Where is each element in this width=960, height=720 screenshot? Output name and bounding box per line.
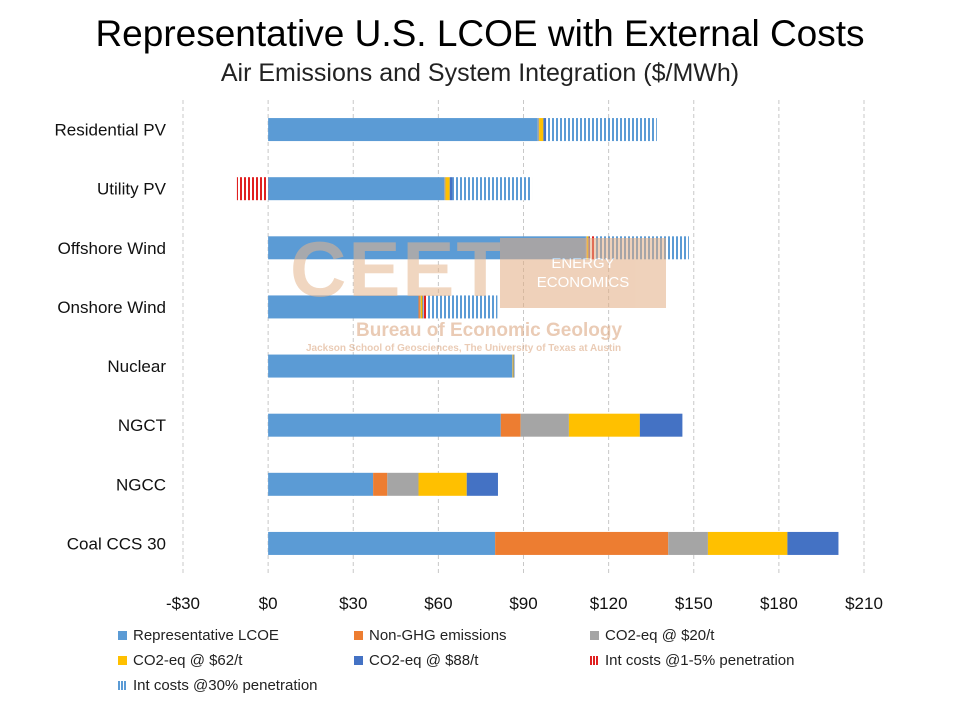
bar-utility-pv-co2-eq-20-t <box>444 177 446 201</box>
bar-ngcc-co2-eq-62-t <box>418 472 467 496</box>
legend-item-int-costs-1-5-penetration: Int costs @1-5% penetration <box>590 651 850 669</box>
bar-onshore-wind-non-ghg-emissions <box>418 295 420 319</box>
x-tick-label: $150 <box>675 594 713 613</box>
bar-onshore-wind-co2-eq-88-t <box>422 295 424 319</box>
bar-ngcc-representative-lcoe <box>268 472 374 496</box>
x-tick-label: $0 <box>259 594 278 613</box>
bar-coal-ccs-30-co2-eq-88-t <box>787 531 839 555</box>
bar-nuclear-representative-lcoe <box>268 354 513 378</box>
bar-residential-pv-int-costs-30-penetration <box>546 118 657 142</box>
legend-item-co2-eq-20-t: CO2-eq @ $20/t <box>590 626 850 644</box>
bar-utility-pv-int-costs-1-5-penetration <box>236 177 269 201</box>
category-label-residential-pv: Residential PV <box>54 121 166 140</box>
bar-offshore-wind-representative-lcoe <box>268 236 586 260</box>
legend-label: CO2-eq @ $20/t <box>605 626 715 644</box>
bar-ngct-representative-lcoe <box>268 413 501 437</box>
x-tick-label: $210 <box>845 594 883 613</box>
category-label-ngcc: NGCC <box>116 475 166 494</box>
bar-ngct-co2-eq-88-t <box>639 413 683 437</box>
legend-swatch <box>118 630 127 640</box>
legend-label: Representative LCOE <box>133 626 279 644</box>
bar-onshore-wind-co2-eq-20-t <box>419 295 421 319</box>
category-label-onshore-wind: Onshore Wind <box>57 298 166 317</box>
bar-offshore-wind-co2-eq-88-t <box>588 236 590 260</box>
category-label-coal-ccs-30: Coal CCS 30 <box>67 534 166 553</box>
x-tick-label: $60 <box>424 594 452 613</box>
legend-item-co2-eq-62-t: CO2-eq @ $62/t <box>118 651 354 669</box>
x-tick-label: $120 <box>590 594 628 613</box>
chart-plot: -$30 $0 $30 $60 $90 $120 $150 $180 $210 Residenti… <box>54 100 883 613</box>
legend-item-co2-eq-88-t: CO2-eq @ $88/t <box>354 651 590 669</box>
legend-item-representative-lcoe: Representative LCOE <box>118 626 354 644</box>
bar-offshore-wind-co2-eq-20-t <box>585 236 587 260</box>
legend-swatch <box>354 655 363 665</box>
bar-coal-ccs-30-non-ghg-emissions <box>495 531 669 555</box>
bar-nuclear-co2-eq-88-t <box>513 354 515 378</box>
bar-coal-ccs-30-co2-eq-20-t <box>668 531 708 555</box>
x-tick-label: -$30 <box>166 594 200 613</box>
category-label-offshore-wind: Offshore Wind <box>58 239 166 258</box>
bar-nuclear-co2-eq-20-t <box>512 354 513 378</box>
bar-residential-pv-co2-eq-88-t <box>543 118 547 142</box>
legend-label: Non-GHG emissions <box>369 626 507 644</box>
x-tick-label: $180 <box>760 594 798 613</box>
bar-utility-pv-co2-eq-88-t <box>449 177 453 201</box>
bar-ngcc-non-ghg-emissions <box>373 472 388 496</box>
legend-swatch <box>118 655 127 665</box>
legend-swatch <box>590 655 599 665</box>
bar-utility-pv-int-costs-30-penetration <box>452 177 533 201</box>
bar-utility-pv-representative-lcoe <box>268 177 445 201</box>
x-tick-label: $30 <box>339 594 367 613</box>
bar-onshore-wind-int-costs-1-5-penetration <box>423 295 427 319</box>
legend-swatch <box>118 680 127 690</box>
bar-residential-pv-co2-eq-62-t <box>539 118 544 142</box>
bar-utility-pv-co2-eq-62-t <box>445 177 450 201</box>
bar-offshore-wind-co2-eq-62-t <box>586 236 589 260</box>
category-label-utility-pv: Utility PV <box>97 180 167 199</box>
bar-onshore-wind-representative-lcoe <box>268 295 419 319</box>
bar-ngct-co2-eq-20-t <box>520 413 569 437</box>
bar-offshore-wind-int-costs-30-penetration <box>595 236 689 260</box>
legend-swatch <box>590 630 599 640</box>
legend-label: CO2-eq @ $62/t <box>133 651 243 669</box>
category-label-nuclear: Nuclear <box>107 357 166 376</box>
bar-onshore-wind-co2-eq-62-t <box>420 295 423 319</box>
bar-residential-pv-representative-lcoe <box>268 118 538 142</box>
legend-swatch <box>354 630 363 640</box>
bar-onshore-wind-int-costs-30-penetration <box>426 295 498 319</box>
chart-subtitle: Air Emissions and System Integration ($/… <box>220 59 740 87</box>
bar-ngct-co2-eq-62-t <box>568 413 640 437</box>
legend-item-int-costs-30-penetration: Int costs @30% penetration <box>118 676 354 694</box>
legend-label: Int costs @30% penetration <box>133 676 318 694</box>
bar-nuclear-co2-eq-62-t <box>512 354 514 378</box>
legend-item-non-ghg-emissions: Non-GHG emissions <box>354 626 590 644</box>
category-label-ngct: NGCT <box>118 416 166 435</box>
chart-legend: Representative LCOE Non-GHG emissions CO2-… <box>118 626 898 694</box>
bar-ngcc-co2-eq-88-t <box>466 472 498 496</box>
bar-ngcc-co2-eq-20-t <box>387 472 419 496</box>
legend-label: CO2-eq @ $88/t <box>369 651 479 669</box>
bar-coal-ccs-30-representative-lcoe <box>268 531 496 555</box>
legend-label: Int costs @1-5% penetration <box>605 651 795 669</box>
x-tick-label: $90 <box>509 594 537 613</box>
bar-offshore-wind-int-costs-1-5-penetration <box>589 236 596 260</box>
bar-residential-pv-co2-eq-20-t <box>537 118 540 142</box>
bar-ngct-non-ghg-emissions <box>500 413 521 437</box>
chart-title: Representative U.S. LCOE with External C… <box>95 13 865 54</box>
bar-coal-ccs-30-co2-eq-62-t <box>707 531 788 555</box>
